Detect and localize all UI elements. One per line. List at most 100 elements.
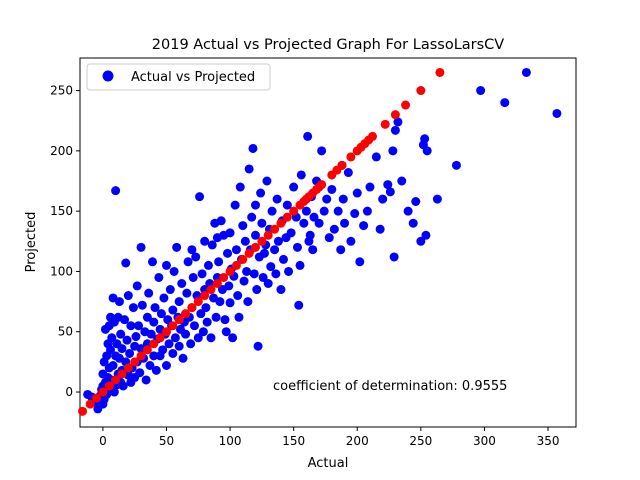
data-point <box>235 182 245 192</box>
data-point <box>145 361 155 370</box>
data-point <box>420 134 430 144</box>
data-point <box>346 236 356 246</box>
data-point <box>258 272 268 282</box>
data-point <box>340 218 350 228</box>
data-point <box>141 375 151 385</box>
data-point <box>220 315 230 325</box>
identity-point <box>168 321 178 331</box>
data-point <box>432 194 442 204</box>
data-point <box>193 333 203 343</box>
data-point <box>282 200 292 210</box>
identity-point <box>181 309 191 319</box>
y-tick-label: 250 <box>50 84 73 98</box>
data-point <box>114 297 124 307</box>
identity-point <box>435 67 445 77</box>
identity-point <box>200 291 210 301</box>
data-point <box>319 206 329 216</box>
data-point <box>362 206 372 216</box>
data-point <box>202 317 212 327</box>
data-point <box>327 184 337 194</box>
identity-point <box>149 339 159 349</box>
data-point <box>317 146 327 156</box>
data-point <box>147 257 157 267</box>
identity-point <box>136 351 146 361</box>
y-tick-label: 200 <box>50 144 73 158</box>
data-point <box>329 224 339 234</box>
data-point <box>172 242 182 252</box>
x-tick-label: 350 <box>537 434 560 448</box>
data-point <box>128 303 138 313</box>
data-point <box>421 230 431 240</box>
identity-point <box>263 230 273 240</box>
data-point <box>294 300 304 310</box>
data-point <box>165 285 175 295</box>
data-point <box>296 170 306 180</box>
data-point <box>228 333 238 343</box>
data-point <box>125 348 135 358</box>
data-point <box>252 285 262 295</box>
data-point <box>154 272 164 282</box>
data-point <box>158 345 168 355</box>
data-point <box>169 266 179 276</box>
data-point <box>301 206 311 216</box>
data-point <box>156 309 166 319</box>
data-point <box>183 257 193 267</box>
data-point <box>109 387 119 397</box>
identity-point <box>123 363 133 373</box>
data-point <box>214 257 224 267</box>
x-tick-label: 150 <box>282 434 305 448</box>
chart-title: 2019 Actual vs Projected Graph For Lasso… <box>152 37 505 53</box>
data-point <box>355 257 365 267</box>
points-layer <box>78 67 562 416</box>
identity-point <box>92 393 102 403</box>
legend-label: Actual vs Projected <box>131 70 255 85</box>
data-point <box>187 245 197 255</box>
data-point <box>181 329 191 339</box>
identity-point <box>231 260 241 270</box>
x-tick-label: 300 <box>473 434 496 448</box>
data-point <box>371 152 381 162</box>
data-point <box>161 361 171 370</box>
data-point <box>251 200 261 210</box>
data-point <box>243 297 253 307</box>
data-point <box>336 245 346 255</box>
data-point <box>248 143 258 153</box>
data-point <box>121 258 131 268</box>
data-point <box>197 269 207 279</box>
data-point <box>308 245 318 255</box>
data-point <box>322 194 332 204</box>
data-point <box>359 221 369 231</box>
data-point <box>411 197 421 206</box>
data-point <box>106 345 116 355</box>
data-point <box>256 188 266 198</box>
data-point <box>375 224 385 234</box>
data-point <box>186 339 196 349</box>
data-point <box>272 194 282 204</box>
identity-point <box>337 160 347 170</box>
data-point <box>136 242 146 252</box>
data-point <box>263 279 273 288</box>
data-point <box>161 260 171 270</box>
data-point <box>195 192 205 202</box>
data-point <box>108 361 118 370</box>
data-point <box>117 344 127 354</box>
data-point <box>177 279 187 288</box>
data-point <box>223 248 233 258</box>
identity-point <box>174 315 184 325</box>
identity-point <box>155 333 165 343</box>
data-point <box>230 200 240 210</box>
data-point <box>221 327 231 337</box>
identity-point <box>104 381 114 391</box>
data-point <box>388 146 398 156</box>
data-point <box>233 291 243 301</box>
data-point <box>142 312 152 322</box>
data-point <box>416 236 426 246</box>
series-identity-line <box>78 67 445 416</box>
data-point <box>408 218 418 228</box>
identity-point <box>161 327 171 337</box>
data-point <box>266 262 276 272</box>
identity-point <box>257 236 267 246</box>
identity-point <box>380 119 390 129</box>
identity-point <box>85 399 95 409</box>
y-tick-label: 50 <box>58 325 73 339</box>
